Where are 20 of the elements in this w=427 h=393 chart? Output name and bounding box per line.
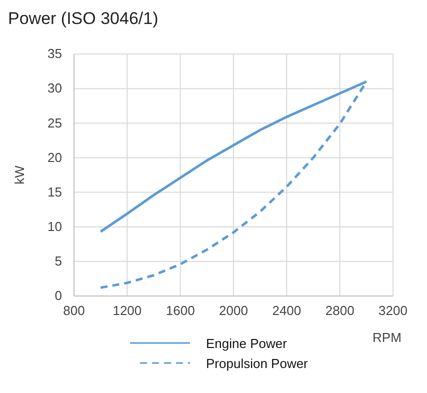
y-tick-label: 0: [54, 288, 62, 304]
x-tick-label: 2000: [219, 303, 248, 318]
y-tick-label: 20: [48, 150, 62, 165]
x-tick-label: 800: [63, 303, 85, 318]
x-tick-label: 2800: [325, 303, 354, 318]
x-tick-label: 1600: [166, 303, 195, 318]
x-tick-label: 2400: [272, 303, 302, 318]
y-tick-label: 10: [48, 219, 62, 234]
y-axis-title: kW: [12, 164, 27, 184]
y-tick-label: 35: [48, 46, 62, 62]
x-axis-title: RPM: [372, 330, 402, 345]
chart-title: Power (ISO 3046/1): [8, 9, 158, 28]
legend-label: Propulsion Power: [206, 356, 309, 371]
x-tick-label: 3200: [378, 303, 408, 318]
x-tick-label: 1200: [112, 303, 142, 318]
y-tick-label: 15: [48, 184, 62, 200]
y-tick-label: 25: [48, 115, 62, 130]
y-tick-label: 30: [48, 80, 62, 96]
legend-label: Engine Power: [206, 336, 288, 351]
y-tick-label: 5: [54, 254, 62, 269]
